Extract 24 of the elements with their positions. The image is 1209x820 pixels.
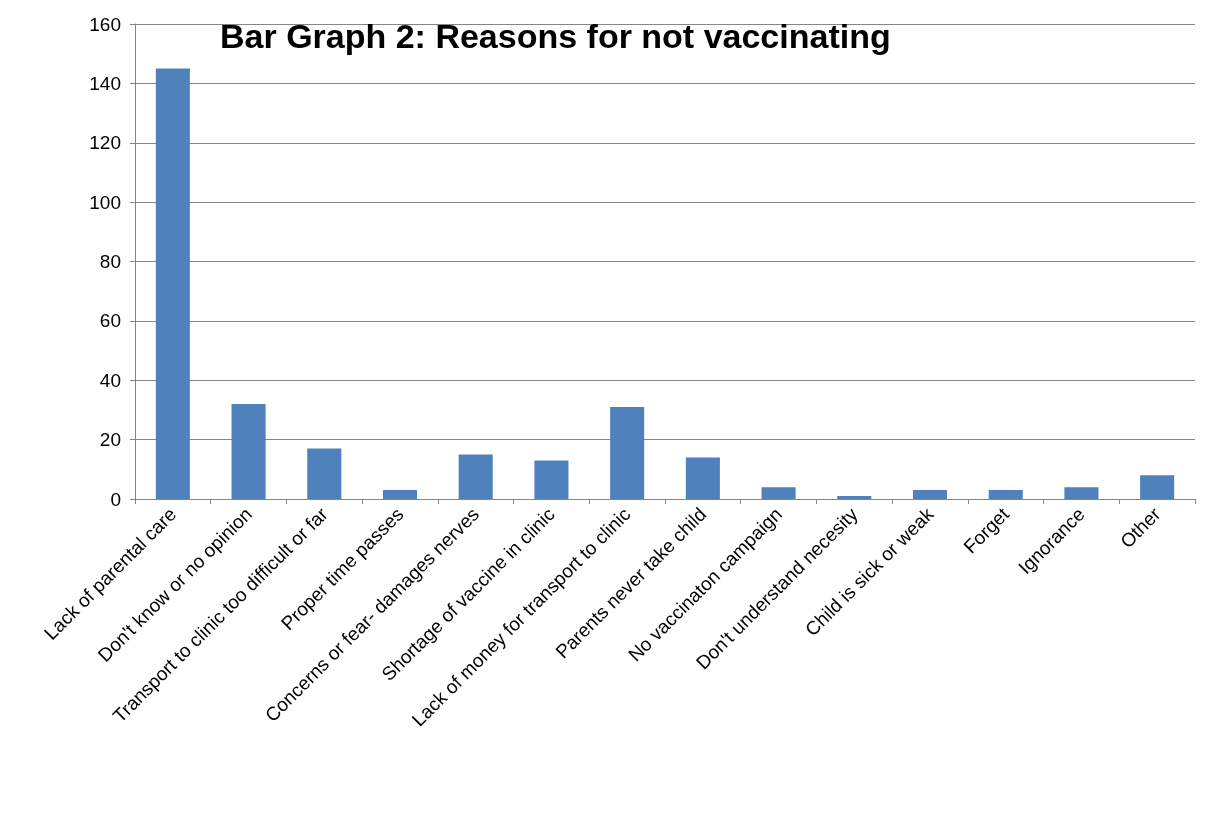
y-tick-label: 60: [99, 310, 121, 332]
y-tick-label: 100: [89, 191, 121, 213]
bar: [1140, 475, 1175, 499]
y-tick-label: 80: [99, 251, 121, 272]
bar: [837, 496, 872, 499]
bar: [307, 448, 342, 499]
y-tick-label: 160: [89, 13, 121, 35]
bar: [1064, 487, 1099, 499]
bar: [988, 490, 1023, 499]
bar: [685, 457, 720, 499]
y-tick-label: 140: [89, 72, 121, 94]
bar: [912, 490, 948, 499]
y-tick-label: 120: [89, 132, 121, 154]
y-tick-label: 0: [110, 488, 121, 510]
y-tick-label: 40: [99, 369, 121, 391]
chart-title: Bar Graph 2: Reasons for not vaccinating: [220, 17, 891, 55]
bar: [155, 68, 190, 499]
y-tick-label: 20: [99, 429, 121, 451]
bar: [231, 404, 266, 499]
bar: [610, 406, 645, 499]
bar: [761, 487, 796, 499]
bar: [382, 490, 418, 499]
bar: [458, 454, 493, 499]
bar: [534, 460, 569, 499]
